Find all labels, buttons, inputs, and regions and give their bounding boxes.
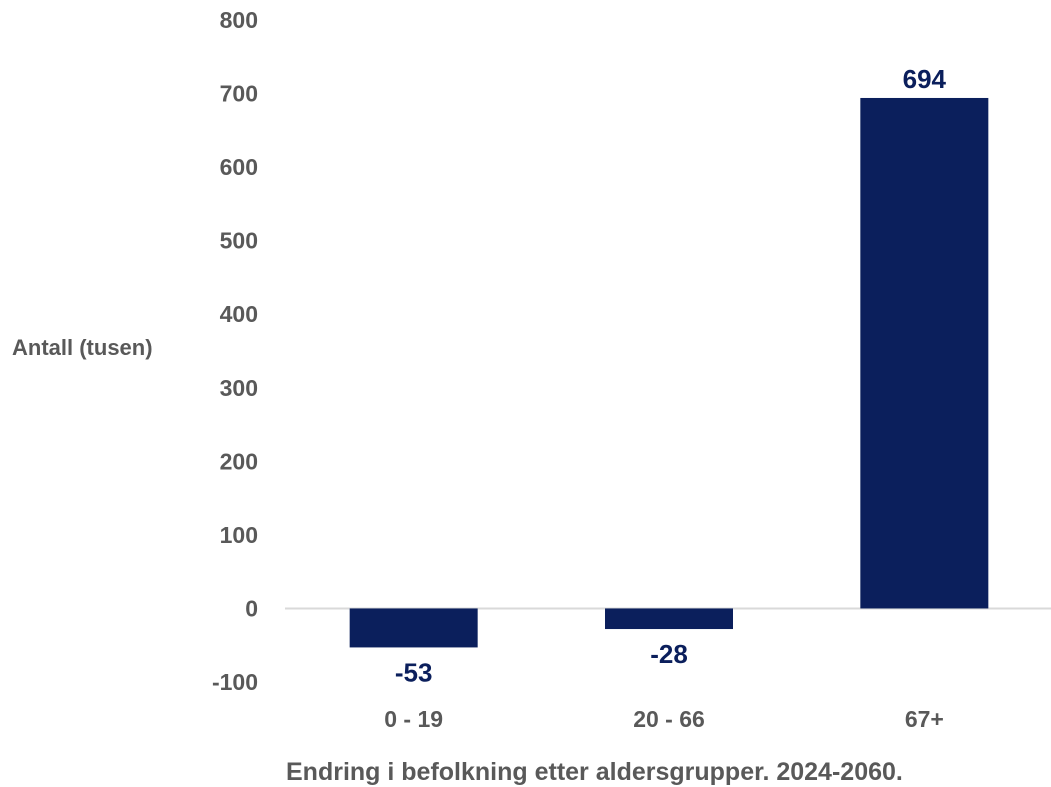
y-axis-tick-labels: 800 700 600 500 400 300 200 100 0 -100 [212, 7, 258, 695]
y-tick-label: 200 [220, 448, 258, 474]
data-label: -53 [395, 657, 433, 687]
category-label: 67+ [905, 706, 944, 732]
y-tick-label: 800 [220, 7, 258, 33]
bars [349, 97, 989, 648]
bar-20-66 [605, 608, 733, 630]
y-tick-label: 300 [220, 375, 258, 401]
y-axis-title: Antall (tusen) [12, 335, 153, 360]
y-tick-label: 700 [220, 81, 258, 107]
y-tick-label: -100 [212, 669, 258, 695]
y-tick-label: 100 [220, 522, 258, 548]
data-label: -28 [650, 639, 688, 669]
chart-title: Endring i befolkning etter aldersgrupper… [286, 758, 903, 786]
bar-67 [860, 97, 989, 609]
category-label: 20 - 66 [633, 706, 705, 732]
data-labels: -53 -28 694 [395, 64, 947, 687]
x-axis-category-labels: 0 - 19 20 - 66 67+ [384, 706, 944, 732]
y-tick-label: 400 [220, 301, 258, 327]
data-label: 694 [903, 64, 947, 94]
y-tick-label: 0 [245, 595, 258, 621]
bar-0-19 [349, 608, 478, 648]
y-tick-label: 500 [220, 228, 258, 254]
category-label: 0 - 19 [384, 706, 443, 732]
y-tick-label: 600 [220, 154, 258, 180]
